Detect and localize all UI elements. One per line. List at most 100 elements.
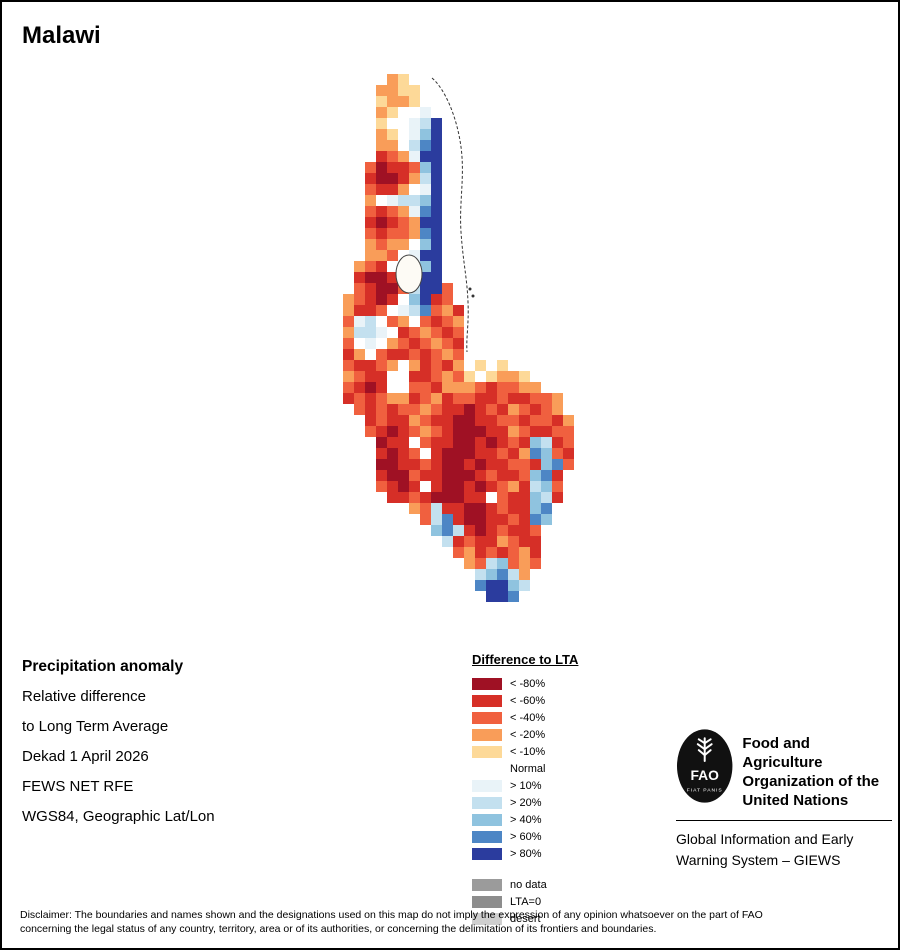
map-cell bbox=[387, 382, 398, 393]
map-cell bbox=[508, 459, 519, 470]
map-cell bbox=[420, 228, 431, 239]
map-cell bbox=[563, 481, 574, 492]
map-cell bbox=[442, 85, 453, 96]
map-cell bbox=[387, 547, 398, 558]
map-cell bbox=[431, 151, 442, 162]
map-cell bbox=[552, 338, 563, 349]
legend-entry: > 10% bbox=[472, 777, 578, 794]
map-cell bbox=[508, 217, 519, 228]
map-cell bbox=[398, 470, 409, 481]
map-cell bbox=[464, 371, 475, 382]
map-cell bbox=[497, 272, 508, 283]
map-cell bbox=[508, 162, 519, 173]
map-cell bbox=[442, 536, 453, 547]
map-cell bbox=[453, 338, 464, 349]
map-cell bbox=[475, 338, 486, 349]
map-cell bbox=[464, 415, 475, 426]
map-cell bbox=[530, 151, 541, 162]
org-name-line: Food and Agriculture bbox=[742, 735, 823, 771]
map-cell bbox=[475, 250, 486, 261]
map-cell bbox=[398, 305, 409, 316]
map-cell bbox=[519, 162, 530, 173]
map-cell bbox=[563, 316, 574, 327]
map-cell bbox=[530, 371, 541, 382]
map-cell bbox=[552, 525, 563, 536]
map-cell bbox=[530, 382, 541, 393]
map-cell bbox=[398, 217, 409, 228]
map-cell bbox=[442, 184, 453, 195]
map-cell bbox=[486, 371, 497, 382]
map-cell bbox=[354, 173, 365, 184]
legend-swatch bbox=[472, 694, 502, 707]
map-cell bbox=[508, 514, 519, 525]
map-cell bbox=[497, 184, 508, 195]
map-cell bbox=[398, 481, 409, 492]
map-cell bbox=[387, 426, 398, 437]
map-cell bbox=[464, 426, 475, 437]
map-cell bbox=[464, 173, 475, 184]
map-cell bbox=[398, 85, 409, 96]
map-cell bbox=[420, 316, 431, 327]
map-cell bbox=[409, 569, 420, 580]
map-cell bbox=[497, 415, 508, 426]
map-cell bbox=[508, 349, 519, 360]
map-cell bbox=[486, 481, 497, 492]
map-cell bbox=[442, 173, 453, 184]
map-cell bbox=[398, 283, 409, 294]
map-cell bbox=[486, 96, 497, 107]
map-cell bbox=[354, 349, 365, 360]
map-cell bbox=[398, 96, 409, 107]
map-cell bbox=[497, 459, 508, 470]
map-cell bbox=[409, 514, 420, 525]
map-cell bbox=[453, 316, 464, 327]
map-cell bbox=[508, 206, 519, 217]
map-cell bbox=[519, 195, 530, 206]
map-cell bbox=[508, 195, 519, 206]
map-cell bbox=[552, 217, 563, 228]
map-cell bbox=[409, 536, 420, 547]
map-cell bbox=[442, 261, 453, 272]
map-cell bbox=[409, 162, 420, 173]
map-cell bbox=[486, 580, 497, 591]
legend-entry: > 80% bbox=[472, 845, 578, 862]
map-cell bbox=[497, 195, 508, 206]
map-cell bbox=[442, 96, 453, 107]
map-cell bbox=[398, 536, 409, 547]
map-cell bbox=[486, 514, 497, 525]
legend-entry: < -20% bbox=[472, 726, 578, 743]
map-cell bbox=[453, 569, 464, 580]
map-cell bbox=[530, 74, 541, 85]
map-cell bbox=[475, 591, 486, 602]
map-cell bbox=[508, 591, 519, 602]
legend-entry: < -10% bbox=[472, 743, 578, 760]
map-cell bbox=[420, 536, 431, 547]
map-cell bbox=[398, 448, 409, 459]
map-cell bbox=[354, 129, 365, 140]
map-cell bbox=[552, 393, 563, 404]
map-cell bbox=[464, 184, 475, 195]
map-cell bbox=[563, 107, 574, 118]
map-cell bbox=[409, 360, 420, 371]
map-cell bbox=[563, 283, 574, 294]
map-cell bbox=[475, 349, 486, 360]
map-cell bbox=[442, 591, 453, 602]
map-cell bbox=[464, 591, 475, 602]
map-cell bbox=[409, 404, 420, 415]
map-cell bbox=[552, 96, 563, 107]
map-cell bbox=[574, 514, 585, 525]
legend-entry: Normal bbox=[472, 760, 578, 777]
map-cell bbox=[486, 195, 497, 206]
map-cell bbox=[409, 118, 420, 129]
map-cell bbox=[486, 448, 497, 459]
map-cell bbox=[431, 250, 442, 261]
map-cell bbox=[530, 107, 541, 118]
legend-main-entries: < -80% < -60% < -40% < -20% < -10% Normal > 10… bbox=[472, 675, 578, 862]
map-cell bbox=[365, 514, 376, 525]
map-cell bbox=[420, 338, 431, 349]
map-cell bbox=[475, 470, 486, 481]
map-cell bbox=[365, 338, 376, 349]
map-cell bbox=[398, 547, 409, 558]
map-cell bbox=[442, 503, 453, 514]
map-cell bbox=[519, 525, 530, 536]
map-cell bbox=[387, 580, 398, 591]
